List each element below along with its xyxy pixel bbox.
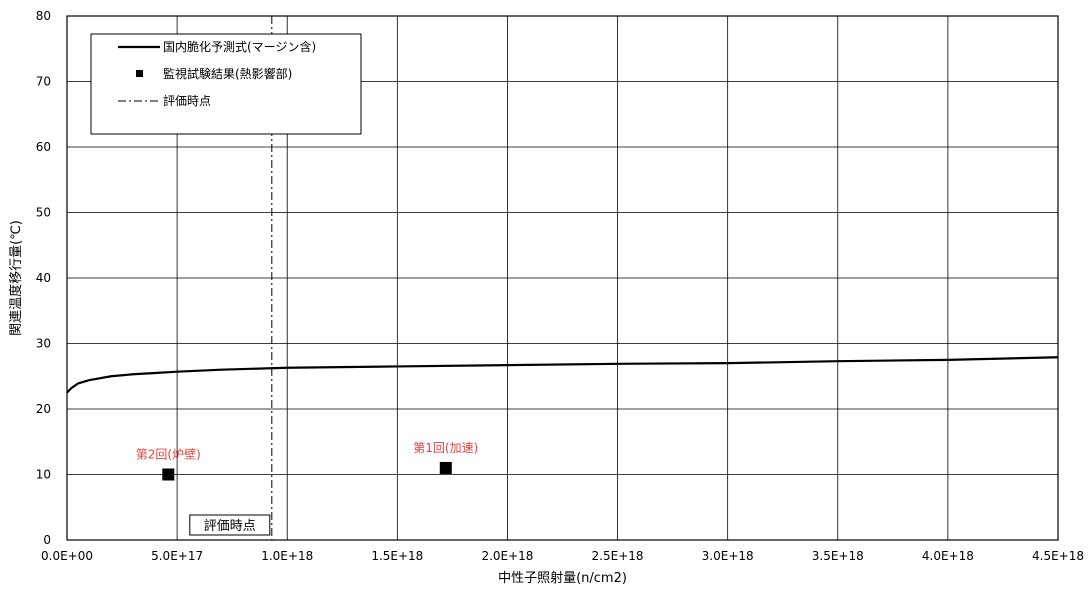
y-tick-label: 70 [36, 75, 51, 89]
x-tick-label: 1.5E+18 [371, 549, 423, 563]
y-tick-label: 30 [36, 337, 51, 351]
y-tick-label: 80 [36, 9, 51, 23]
test-result-label: 第2回(炉壁) [136, 447, 201, 462]
y-tick-label: 50 [36, 206, 51, 220]
evaluation-label-box [189, 514, 271, 536]
x-tick-label: 0.0E+00 [41, 549, 93, 563]
prediction-curve [66, 356, 1059, 394]
y-tick-label: 20 [36, 402, 51, 416]
test-result-point [439, 461, 452, 474]
x-tick-label: 2.5E+18 [592, 549, 644, 563]
test-result-label: 第1回(加速) [413, 441, 478, 455]
y-tick-label: 40 [36, 271, 51, 285]
x-tick-label: 1.0E+18 [261, 549, 313, 563]
evaluation-label: 評価時点 [204, 519, 256, 534]
y-tick-label: 60 [36, 140, 51, 154]
x-tick-label: 3.0E+18 [702, 549, 754, 563]
x-tick-label: 4.0E+18 [922, 549, 974, 563]
legend-label-test-results: 監視試験結果(熱影響部) [163, 66, 292, 81]
legend: 国内脆化予測式(マージン含) 監視試験結果(熱影響部) 評価時点 [90, 33, 362, 135]
legend-box [90, 33, 362, 135]
evaluation-line-layer: 評価時点 [189, 16, 273, 540]
y-axis-title: 関連温度移行量(℃) [8, 220, 24, 336]
test-points-layer: 第2回(炉壁) 第1回(加速) [136, 441, 478, 481]
legend-square-swatch [136, 70, 143, 77]
x-tick-label: 3.5E+18 [812, 549, 864, 563]
x-tick-label: 5.0E+17 [151, 549, 203, 563]
test-result-point [162, 468, 175, 481]
prediction-curve-layer [66, 356, 1059, 394]
x-tick-label: 4.5E+18 [1032, 549, 1084, 563]
x-tick-label: 2.0E+18 [481, 549, 533, 563]
tick-labels: 0.0E+00 5.0E+17 1.0E+18 1.5E+18 2.0E+18 2.5E+… [36, 9, 1084, 563]
legend-label-evaluation: 評価時点 [163, 93, 211, 108]
y-tick-label: 0 [43, 533, 51, 547]
y-tick-label: 10 [36, 468, 51, 482]
plot-frame [66, 15, 1059, 541]
x-axis-title: 中性子照射量(n/cm2) [498, 570, 627, 586]
legend-label-prediction: 国内脆化予測式(マージン含) [163, 39, 316, 54]
